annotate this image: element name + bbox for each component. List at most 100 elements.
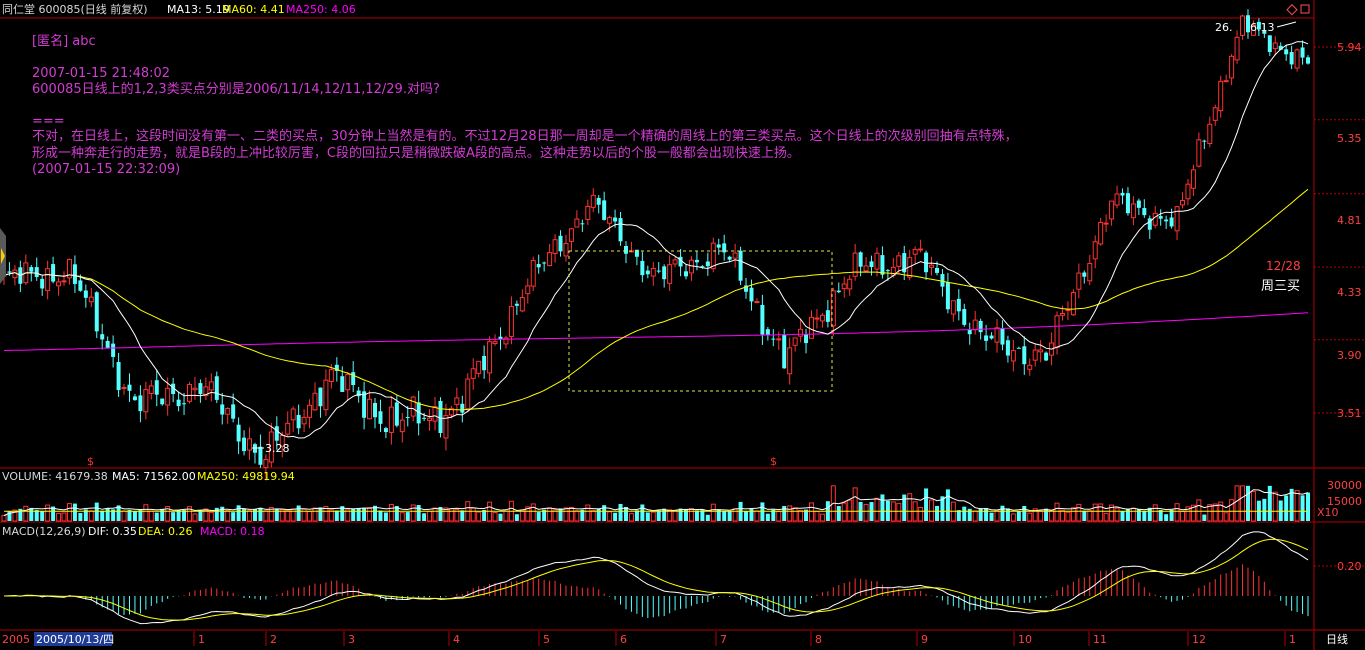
- volume-bar: [182, 510, 187, 521]
- candle-body: [1272, 42, 1278, 50]
- volume-bar: [808, 502, 814, 522]
- candle-body: [841, 283, 847, 290]
- candle-body: [1212, 107, 1218, 121]
- candle-body: [247, 438, 253, 451]
- candle-body: [61, 280, 67, 283]
- volume-bar: [1027, 512, 1033, 522]
- note-author: [匿名] abc: [32, 34, 96, 49]
- candle-body: [808, 316, 814, 339]
- candle-body: [383, 428, 388, 433]
- candle-body: [749, 287, 754, 302]
- volume-bar: [962, 506, 967, 521]
- volume-bar: [40, 511, 45, 521]
- candle-body: [547, 252, 553, 267]
- candle-body: [700, 266, 705, 268]
- macd-label: MACD(12,26,9): [2, 525, 86, 538]
- cursor-date-box[interactable]: [34, 632, 112, 646]
- candle-body: [138, 395, 143, 412]
- volume-bar: [1223, 512, 1229, 522]
- candle-body: [1306, 57, 1310, 64]
- candle-body: [1032, 349, 1038, 361]
- volume-bar: [171, 512, 176, 521]
- volume-bar: [929, 499, 935, 522]
- square-icon: [1300, 4, 1310, 14]
- candle-body: [127, 384, 132, 391]
- candle-body: [1103, 222, 1109, 225]
- volume-bar: [1130, 507, 1136, 522]
- volume-bar: [498, 513, 503, 521]
- macd-histogram: [8, 564, 1309, 619]
- volume-bar: [242, 508, 247, 521]
- candle-body: [1027, 364, 1033, 370]
- volume-bar: [323, 506, 329, 522]
- candle-body: [1174, 206, 1180, 232]
- price-tick: 3.90: [1337, 349, 1362, 362]
- candle-body: [536, 264, 541, 268]
- candle-body: [323, 379, 329, 411]
- candle-body: [623, 245, 628, 254]
- candle-body: [345, 374, 351, 391]
- volume-bar: [312, 507, 318, 522]
- candle-body: [7, 271, 12, 273]
- candle-body: [187, 383, 193, 402]
- volume-bar: [23, 505, 29, 522]
- month-tick-label: 4: [453, 633, 460, 646]
- note-question: 600085日线上的1,2,3类买点分别是2006/11/14,12/11,12…: [32, 82, 440, 97]
- candle-body: [994, 327, 1000, 343]
- candle-body: [111, 343, 116, 357]
- price-tick: 5.94: [1337, 41, 1362, 54]
- candle-body: [885, 270, 890, 272]
- volume-bar: [334, 510, 339, 521]
- volume-bar: [984, 508, 989, 521]
- candle-body: [258, 446, 263, 465]
- month-tick-label: 10: [1018, 633, 1032, 646]
- candle-body: [182, 403, 187, 405]
- volume-bar: [1267, 485, 1272, 521]
- candle-body: [1022, 346, 1027, 365]
- candle-body: [1152, 212, 1158, 226]
- volume-bar: [628, 513, 634, 522]
- candle-body: [208, 381, 214, 391]
- period-label[interactable]: 日线: [1326, 632, 1348, 646]
- volume-bar: [1294, 490, 1300, 522]
- volume-bar: [318, 507, 323, 521]
- candle-body: [40, 278, 45, 289]
- volume-bar: [100, 510, 105, 521]
- volume-bar: [585, 504, 591, 522]
- candle-body: [1267, 35, 1272, 52]
- candle-body: [427, 417, 433, 421]
- volume-bar: [1272, 491, 1278, 522]
- volume-bar: [563, 507, 569, 522]
- volume-bar: [700, 510, 705, 521]
- volume-bar: [1098, 503, 1104, 522]
- candle-body: [154, 380, 159, 395]
- volume-bar: [148, 510, 154, 522]
- candle-body: [198, 383, 203, 395]
- candle-body: [1250, 24, 1256, 36]
- volume-bar: [132, 510, 137, 521]
- candle-body: [388, 406, 394, 433]
- volume-bar: [590, 509, 596, 522]
- candle-body: [1147, 218, 1152, 230]
- candle-body: [1294, 49, 1300, 69]
- candle-body: [1196, 139, 1202, 167]
- candle-body: [978, 320, 983, 333]
- candle-body: [568, 228, 574, 242]
- candle-body: [1207, 123, 1213, 144]
- volume-bar: [268, 507, 274, 522]
- volume-bar: [1262, 498, 1267, 521]
- volume-bar: [727, 511, 732, 521]
- volume-bar: [1152, 504, 1158, 522]
- candle-body: [563, 242, 569, 257]
- volume-bar: [978, 508, 983, 521]
- candle-body: [66, 259, 72, 279]
- note-answer-time: (2007-01-15 22:32:09): [32, 162, 181, 177]
- volume-bar: [296, 505, 301, 521]
- volume-bar: [841, 502, 847, 522]
- volume-bar: [1278, 500, 1283, 521]
- volume-bar: [1022, 505, 1027, 521]
- volume-bar: [623, 506, 628, 521]
- volume-bar: [378, 510, 383, 521]
- candle-body: [552, 239, 558, 254]
- ma250-line: [3, 312, 1309, 351]
